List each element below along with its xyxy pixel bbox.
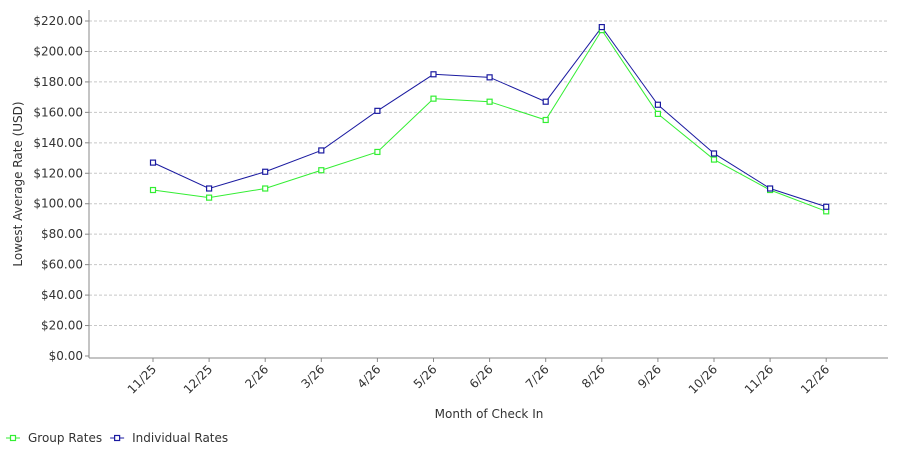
axes: [88, 10, 888, 359]
data-point: [766, 185, 774, 192]
series-lines: [152, 26, 827, 212]
legend-label: Individual Rates: [132, 431, 228, 445]
data-point: [710, 150, 718, 157]
data-point: [262, 168, 269, 175]
legend-swatch-marker: [114, 434, 121, 442]
x-tick-label: 11/25: [125, 362, 159, 396]
series-line-2: [152, 26, 827, 208]
data-point: [654, 110, 662, 117]
x-tick-label: 2/26: [242, 362, 271, 391]
x-tick-label: 6/26: [467, 362, 496, 391]
data-point: [542, 98, 549, 105]
x-tick-label: 12/25: [181, 362, 215, 396]
data-point: [654, 101, 662, 108]
y-tick-label: $60.00: [41, 258, 83, 272]
data-point: [598, 23, 605, 31]
data-point: [710, 156, 718, 163]
x-tick-label: 10/26: [686, 362, 720, 396]
data-point: [823, 203, 830, 210]
legend-swatch-marker: [9, 434, 17, 442]
data-point: [374, 148, 381, 156]
x-tick-labels: 11/25 12/25 2/26 3/26 4/26 5/26 6/26 7/26 8/26 9/…: [125, 358, 832, 397]
legend-label: Group Rates: [28, 431, 102, 445]
x-tick-label: 5/26: [411, 362, 440, 391]
y-tick-label: $0.00: [49, 349, 83, 363]
data-point: [149, 186, 157, 194]
data-point: [318, 167, 325, 174]
y-tick-label: $180.00: [33, 75, 83, 89]
data-point: [318, 147, 325, 154]
x-tick-label: 11/26: [742, 362, 776, 396]
x-tick-label: 4/26: [355, 362, 384, 391]
x-tick-label: 7/26: [523, 362, 552, 391]
x-tick-label: 9/26: [635, 362, 664, 391]
data-point: [206, 194, 213, 201]
data-point: [542, 116, 549, 124]
x-tick-label: 8/26: [579, 362, 608, 391]
y-tick-label: $120.00: [33, 166, 83, 180]
data-point: [262, 185, 269, 192]
data-point: [374, 107, 381, 114]
grid-lines: [89, 20, 888, 327]
data-point: [430, 71, 437, 78]
y-tick-label: $140.00: [33, 136, 83, 150]
y-axis-title: Lowest Average Rate (USD): [11, 101, 25, 266]
y-tick-label: $200.00: [33, 44, 83, 58]
y-tick-label: $160.00: [33, 105, 83, 119]
y-tick-labels: $0.00 $20.00 $40.00 $60.00 $80.00 $100.00 $120…: [33, 14, 89, 363]
y-tick-label: $40.00: [41, 288, 83, 302]
data-point: [149, 159, 157, 166]
x-tick-label: 3/26: [298, 362, 327, 391]
y-tick-label: $20.00: [41, 319, 83, 333]
data-point: [206, 185, 213, 192]
x-tick-label: 12/26: [798, 362, 832, 396]
series-markers: [149, 23, 830, 215]
y-tick-label: $80.00: [41, 227, 83, 241]
y-tick-label: $220.00: [33, 14, 83, 28]
data-point: [486, 98, 493, 105]
data-point: [486, 74, 493, 81]
legend: Group Rates Individual Rates: [6, 431, 228, 445]
x-axis-title: Month of Check In: [435, 407, 544, 421]
data-point: [430, 95, 437, 102]
series-line-1: [152, 29, 827, 212]
y-tick-label: $100.00: [33, 197, 83, 211]
